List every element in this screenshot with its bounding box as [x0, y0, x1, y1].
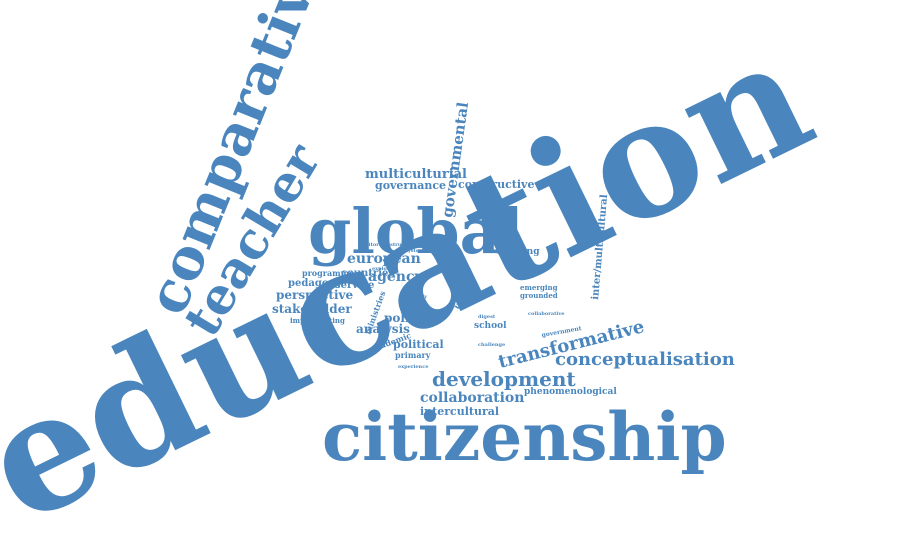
word-analysis: analysis [356, 322, 410, 336]
word-phenomenological: phenomenological [524, 387, 617, 397]
word-service: service [335, 280, 374, 291]
word-policy: policy [384, 311, 425, 325]
word-structural: structural [390, 242, 418, 248]
word-intercultural: intercultural [420, 405, 499, 418]
word-discovery: discovery [513, 268, 540, 274]
word-school: school [474, 321, 507, 331]
word-article: article [446, 265, 472, 274]
word-conceptualisation: conceptualisation [555, 349, 735, 370]
word-report: report [457, 270, 470, 297]
word-multicultural: multiculturial [365, 167, 467, 182]
word-challenge: challenge [478, 342, 505, 348]
word-global: global [308, 195, 523, 268]
word-collaboration: collaboration [420, 390, 524, 406]
word-agency: agency [368, 269, 423, 285]
word-european: european [347, 251, 421, 267]
word-political: political [393, 338, 444, 351]
word-system: system [405, 248, 425, 254]
word-layer: education citizenship comparative teache… [0, 0, 838, 535]
word-countrie: countrie [341, 268, 388, 279]
word-editorials: editorials [362, 242, 389, 248]
word-stakeholder: stakeholder [272, 302, 352, 316]
word-digest: digest [478, 314, 496, 320]
word-emerging: emerging [520, 283, 558, 292]
word-study: study [412, 294, 428, 300]
word-citizenship: citizenship [322, 398, 727, 476]
word-experience: experience [398, 364, 428, 370]
word-perspective: perspective [276, 288, 354, 302]
word-implementing: implementing [290, 316, 345, 325]
word-grounded: grounded [520, 291, 558, 300]
word-governance: governance [375, 179, 446, 192]
word-pedagogy: pedagogy [288, 278, 342, 289]
word-learning: learning [497, 247, 540, 257]
word-development: development [432, 367, 576, 391]
word-constructive: constructive [458, 178, 534, 191]
word-explore: explore [372, 266, 393, 272]
word-programme: programme [302, 268, 354, 278]
word-collaborative: collaborative [528, 311, 564, 317]
word-primary: primary [395, 350, 431, 360]
